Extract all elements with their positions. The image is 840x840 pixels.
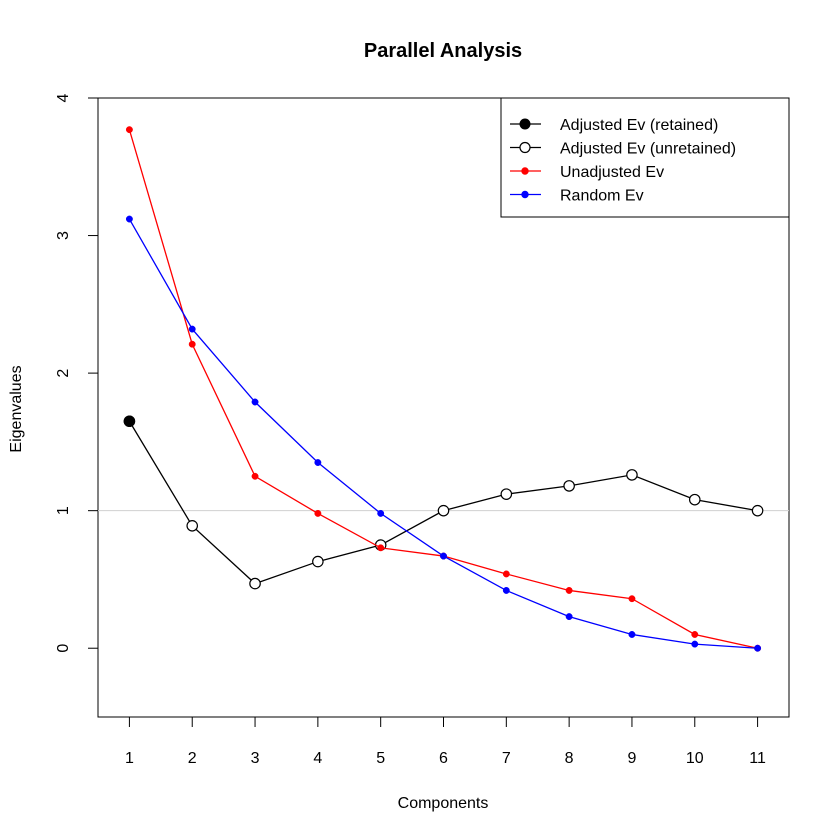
legend-label-adjusted-ev-retained: Adjusted Ev (retained) xyxy=(560,117,718,134)
data-point-random-ev xyxy=(377,509,385,517)
data-point-adjusted-ev-retained xyxy=(123,415,136,427)
data-point-random-ev xyxy=(251,398,259,406)
data-point-random-ev xyxy=(565,613,573,621)
x-tick-label: 9 xyxy=(628,750,637,767)
y-axis-label: Eigenvalues xyxy=(8,365,25,452)
x-tick-label: 3 xyxy=(251,750,260,767)
data-point-random-ev xyxy=(754,644,762,652)
data-point-unadjusted-ev xyxy=(565,586,573,594)
y-tick-label: 3 xyxy=(55,231,72,240)
chart-title: Parallel Analysis xyxy=(364,40,522,62)
legend-marker-adjusted-ev-unretained xyxy=(519,141,531,154)
legend-marker-random-ev xyxy=(521,190,529,199)
y-tick-label: 0 xyxy=(55,644,72,653)
x-axis-label: Components xyxy=(398,795,489,812)
data-point-random-ev xyxy=(125,215,133,223)
data-point-adjusted-ev-unretained xyxy=(500,488,513,500)
data-point-unadjusted-ev xyxy=(188,340,196,348)
data-point-adjusted-ev-unretained xyxy=(751,504,764,517)
data-point-adjusted-ev-unretained xyxy=(626,469,638,481)
x-tick-label: 7 xyxy=(502,750,511,767)
y-tick-label: 2 xyxy=(55,369,72,378)
plot-layer: 1 2 3 4 5 6 7 8 9 10 11 0 1 2 3 4 xyxy=(55,93,790,767)
data-point-random-ev xyxy=(502,586,510,594)
x-tick-label: 2 xyxy=(188,750,197,767)
data-point-random-ev xyxy=(628,631,636,638)
data-point-random-ev xyxy=(440,552,447,560)
legend-marker-adjusted-ev-retained xyxy=(519,118,531,130)
x-tick-label: 5 xyxy=(376,750,385,767)
data-point-random-ev xyxy=(691,640,699,648)
data-point-adjusted-ev-unretained xyxy=(688,493,701,506)
data-point-unadjusted-ev xyxy=(377,544,385,552)
data-point-adjusted-ev-unretained xyxy=(186,519,199,532)
legend: Adjusted Ev (retained) Adjusted Ev (unret… xyxy=(500,97,790,218)
data-point-adjusted-ev-unretained xyxy=(563,480,575,492)
data-point-unadjusted-ev xyxy=(502,570,510,578)
y-tick-label: 1 xyxy=(55,506,72,515)
x-tick-label: 8 xyxy=(565,750,574,767)
data-point-adjusted-ev-unretained xyxy=(437,504,450,517)
legend-label-unadjusted-ev: Unadjusted Ev xyxy=(560,164,664,181)
data-point-unadjusted-ev xyxy=(314,509,322,517)
data-point-adjusted-ev-unretained xyxy=(249,577,261,590)
x-tick-label: 11 xyxy=(749,750,766,767)
legend-label-adjusted-ev-unretained: Adjusted Ev (unretained) xyxy=(560,141,736,158)
x-tick-label: 4 xyxy=(313,750,322,767)
data-point-random-ev xyxy=(314,459,322,466)
series-line-random-ev xyxy=(128,218,758,649)
y-tick-label: 4 xyxy=(55,93,72,102)
x-tick-label: 10 xyxy=(686,750,704,767)
data-point-random-ev xyxy=(188,325,196,333)
data-point-unadjusted-ev xyxy=(628,595,636,603)
legend-box xyxy=(500,97,790,218)
data-point-unadjusted-ev xyxy=(251,472,259,480)
x-tick-label: 1 xyxy=(125,750,134,767)
legend-label-random-ev: Random Ev xyxy=(560,188,644,205)
data-point-unadjusted-ev xyxy=(691,631,699,638)
legend-marker-unadjusted-ev xyxy=(521,167,529,175)
data-point-unadjusted-ev xyxy=(125,126,133,134)
data-point-adjusted-ev-unretained xyxy=(312,555,324,568)
x-tick-label: 6 xyxy=(439,750,448,767)
